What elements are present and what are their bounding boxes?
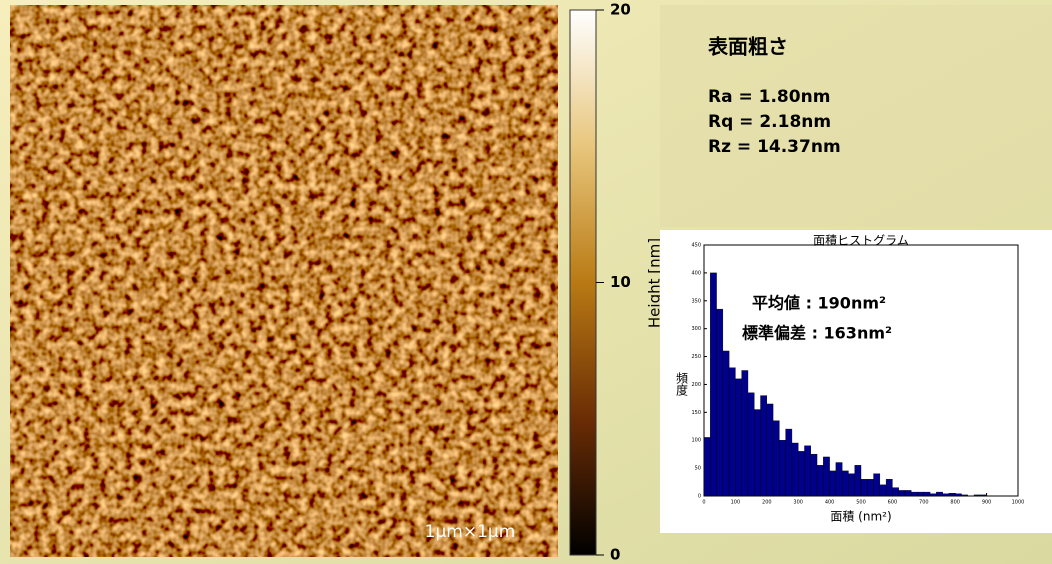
roughness-line: Rq = 2.18nm — [708, 112, 831, 132]
roughness-line: Rz = 14.37nm — [708, 137, 841, 157]
bar — [786, 429, 792, 496]
y-axis-label: 頻度 — [675, 372, 689, 396]
bar — [761, 396, 767, 496]
y-tick-label: 250 — [691, 354, 701, 360]
bar — [773, 421, 779, 496]
x-tick-label: 800 — [950, 500, 960, 506]
bar — [767, 404, 773, 496]
colorbar — [570, 10, 596, 555]
x-axis-label: 面積 (nm²) — [830, 509, 891, 524]
chart-title: 面積ヒストグラム — [813, 233, 909, 248]
y-tick-label: 0 — [698, 494, 701, 500]
x-tick-label: 100 — [731, 500, 741, 506]
y-tick-label: 400 — [691, 270, 701, 276]
bar — [804, 446, 810, 496]
x-tick-label: 400 — [825, 500, 835, 506]
bar — [911, 492, 917, 496]
y-tick-label: 300 — [691, 326, 701, 332]
bar — [742, 371, 748, 497]
bar — [874, 474, 880, 496]
afm-caption: 1μm×1μm — [425, 522, 516, 542]
roughness-line: Ra = 1.80nm — [708, 87, 830, 107]
roughness-title: 表面粗さ — [708, 35, 788, 59]
bar — [961, 495, 967, 496]
bar — [867, 479, 873, 496]
x-tick-label: 700 — [919, 500, 929, 506]
bar — [943, 494, 949, 496]
bar — [918, 492, 924, 496]
page: 1μm×1μm Height [nm] 表面粗さ Ra = 1.80nm Rq … — [0, 0, 1052, 564]
x-tick-label: 200 — [762, 500, 772, 506]
bar — [936, 492, 942, 496]
x-tick-label: 0 — [702, 500, 705, 506]
bar — [861, 479, 867, 496]
bar — [924, 492, 930, 496]
colorbar-tick-label: 0 — [610, 546, 620, 564]
bar — [899, 490, 905, 496]
y-tick-label: 200 — [691, 382, 701, 388]
bar — [974, 495, 980, 496]
bar — [735, 379, 741, 496]
bar — [848, 474, 854, 496]
annotation: 標準偏差 : 163nm² — [742, 324, 892, 343]
bar — [779, 440, 785, 496]
bar — [823, 457, 829, 496]
bar — [717, 309, 723, 496]
bar — [842, 471, 848, 496]
bar — [880, 485, 886, 496]
bar — [754, 410, 760, 496]
bar — [930, 494, 936, 496]
bar — [886, 479, 892, 496]
y-tick-label: 100 — [691, 438, 701, 444]
bar — [905, 490, 911, 496]
bar — [817, 465, 823, 496]
x-tick-label: 900 — [982, 500, 992, 506]
x-tick-label: 300 — [793, 500, 803, 506]
bar — [955, 494, 961, 496]
afm-image — [10, 5, 558, 557]
x-tick-label: 1000 — [1012, 500, 1025, 506]
bar — [811, 454, 817, 496]
bar — [836, 463, 842, 496]
bar — [748, 393, 754, 496]
bar — [980, 495, 986, 496]
x-tick-label: 600 — [888, 500, 898, 506]
colorbar-tick-label: 20 — [610, 1, 631, 19]
y-tick-label: 150 — [691, 410, 701, 416]
bar — [949, 493, 955, 496]
bar — [855, 465, 861, 496]
annotation: 平均値 : 190nm² — [752, 294, 886, 313]
y-tick-label: 50 — [695, 466, 701, 472]
bar — [704, 437, 710, 496]
x-tick-label: 500 — [856, 500, 866, 506]
y-tick-label: 450 — [691, 243, 701, 249]
bar — [710, 273, 716, 496]
bar — [798, 451, 804, 496]
bar — [892, 488, 898, 496]
colorbar-tick-label: 10 — [610, 273, 631, 291]
bar — [729, 368, 735, 496]
y-tick-label: 350 — [691, 298, 701, 304]
bar — [723, 351, 729, 496]
bar — [792, 443, 798, 496]
bar — [830, 471, 836, 496]
